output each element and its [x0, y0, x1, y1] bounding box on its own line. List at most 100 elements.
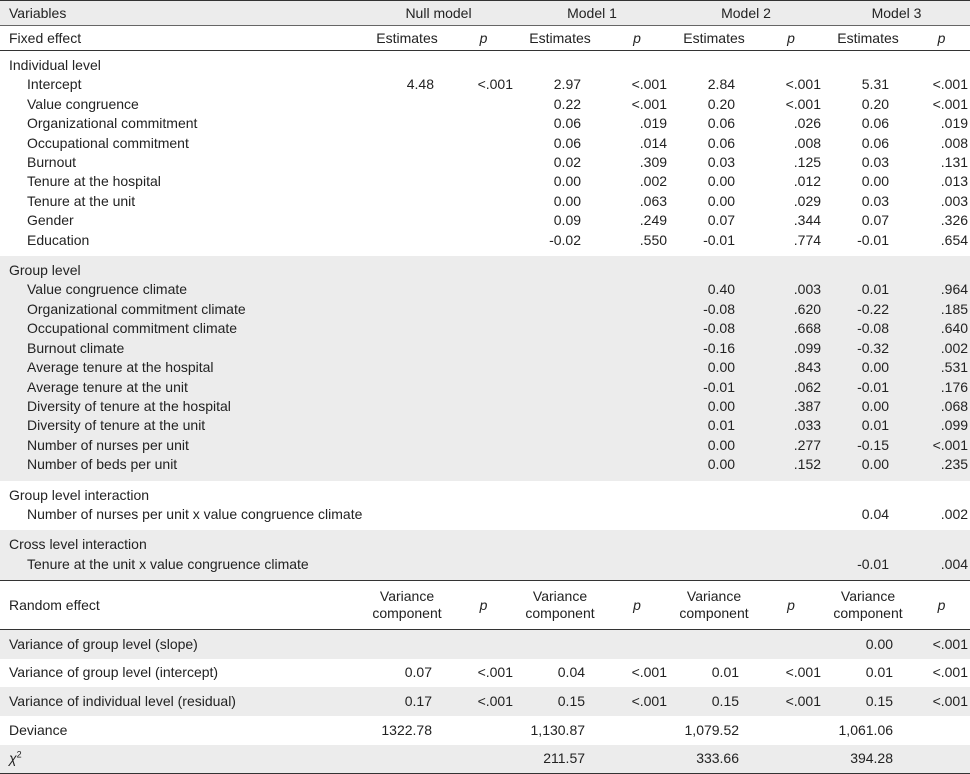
table-row: Burnout climate -0.16.099 -0.32.002	[0, 338, 970, 359]
estimates-header: Estimates	[515, 25, 606, 51]
estimate-value: 0.00	[823, 396, 914, 417]
p-value	[452, 416, 516, 436]
estimate-value: 0.00	[669, 435, 760, 456]
estimate-value: 0.06	[707, 115, 736, 132]
estimate-value: -0.08	[669, 299, 760, 320]
p-value	[452, 95, 515, 114]
table-row: Number of nurses per unit x value congru…	[0, 505, 970, 530]
section-title: Group level	[0, 256, 362, 281]
estimate-value	[362, 280, 452, 300]
p-value: <.001	[477, 664, 514, 681]
p-value	[452, 455, 516, 481]
estimate-value	[362, 435, 452, 456]
p-value	[605, 319, 670, 339]
row-label: Intercept	[27, 76, 82, 93]
estimate-value: 0.06	[861, 115, 890, 132]
header-estimates-row: Fixed effect Estimates p Estimates p Est…	[0, 25, 970, 51]
p-value: .019	[940, 115, 969, 132]
chi-square-value	[362, 744, 452, 774]
empty-cell	[362, 51, 452, 76]
estimate-value: 0.00	[707, 192, 736, 209]
estimate-value	[515, 505, 605, 530]
estimate-value	[362, 299, 452, 320]
estimate-value	[515, 299, 606, 320]
p-value: .002	[639, 173, 668, 190]
p-value	[605, 396, 670, 417]
empty-cell	[669, 51, 759, 76]
estimate-value: 0.00	[553, 173, 582, 190]
estimate-value: 4.48	[406, 76, 434, 93]
estimate-value: 0.01	[669, 416, 760, 436]
table-row: Gender 0.09 .249 0.07 .344 0.07 .326	[0, 211, 970, 230]
p-value	[452, 280, 516, 300]
p-value	[605, 358, 670, 378]
estimate-value: -0.15	[823, 435, 914, 456]
p-value: <.001	[631, 76, 668, 93]
p-value: .309	[639, 154, 668, 171]
estimate-value: -0.08	[669, 319, 760, 339]
estimate-value	[515, 319, 606, 339]
estimate-value: 0.00	[669, 455, 760, 481]
estimate-value: 5.31	[861, 76, 890, 93]
empty-cell	[452, 530, 516, 555]
row-label: Burnout	[27, 154, 77, 171]
estimate-value: 0.22	[553, 95, 582, 112]
estimate-value: 0.06	[707, 134, 736, 151]
p-value	[452, 629, 516, 659]
p-header: p	[759, 25, 824, 51]
p-value: .063	[639, 192, 668, 209]
p-value: .531	[913, 358, 970, 378]
estimate-value	[515, 396, 606, 417]
empty-cell	[515, 51, 605, 76]
empty-cell	[605, 530, 670, 555]
p-value: .099	[759, 338, 824, 359]
estimate-value	[515, 280, 606, 300]
row-label: Average tenure at the unit	[0, 377, 362, 397]
estimate-value: 0.00	[669, 396, 760, 417]
estimate-value	[669, 554, 760, 581]
p-value	[605, 629, 670, 659]
p-value: <.001	[785, 664, 822, 681]
estimate-value: -0.16	[669, 338, 760, 359]
table-row: Diversity of tenure at the hospital 0.00.…	[0, 396, 970, 417]
p-value	[759, 629, 824, 659]
section-title-row: Individual level	[0, 51, 970, 76]
row-label: Number of nurses per unit x value congru…	[27, 505, 363, 522]
p-value	[605, 505, 669, 530]
section-title-row: Group level	[0, 256, 970, 281]
p-value: .326	[940, 212, 969, 229]
empty-cell	[452, 481, 515, 505]
empty-cell	[605, 481, 669, 505]
row-label: Organizational commitment	[27, 115, 198, 132]
p-value	[452, 211, 515, 230]
estimate-value: 0.40	[669, 280, 760, 300]
p-header: p	[452, 580, 516, 630]
estimate-value: 0.00	[823, 358, 914, 378]
p-value: <.001	[605, 687, 670, 716]
variance-component-header: Variance component	[362, 580, 452, 630]
variance-value: 0.15	[823, 687, 914, 716]
row-label: Tenure at the unit x value congruence cl…	[0, 554, 362, 581]
row-label: Occupational commitment	[27, 134, 189, 151]
p-value: .131	[940, 154, 969, 171]
estimate-value: 0.01	[823, 280, 914, 300]
p-value: <.001	[932, 95, 969, 112]
estimate-value	[515, 435, 606, 456]
p-value: .068	[913, 396, 970, 417]
variance-value: 0.04	[557, 664, 586, 681]
p-value	[605, 377, 670, 397]
p-value: <.001	[785, 95, 822, 112]
variance-value: 0.00	[823, 629, 914, 659]
deviance-value: 1,079.52	[684, 721, 740, 738]
variance-value	[362, 629, 452, 659]
table-row: Education -0.02 .550 -0.01 .774 -0.01 .654	[0, 231, 970, 256]
p-value: .843	[759, 358, 824, 378]
p-value	[452, 338, 516, 359]
estimate-value: 0.02	[553, 154, 582, 171]
chi-square-value: 394.28	[823, 744, 914, 774]
p-value: <.001	[452, 687, 516, 716]
p-header: p	[913, 580, 970, 630]
fixed-effect-header: Fixed effect	[0, 25, 362, 51]
p-value	[452, 435, 516, 456]
